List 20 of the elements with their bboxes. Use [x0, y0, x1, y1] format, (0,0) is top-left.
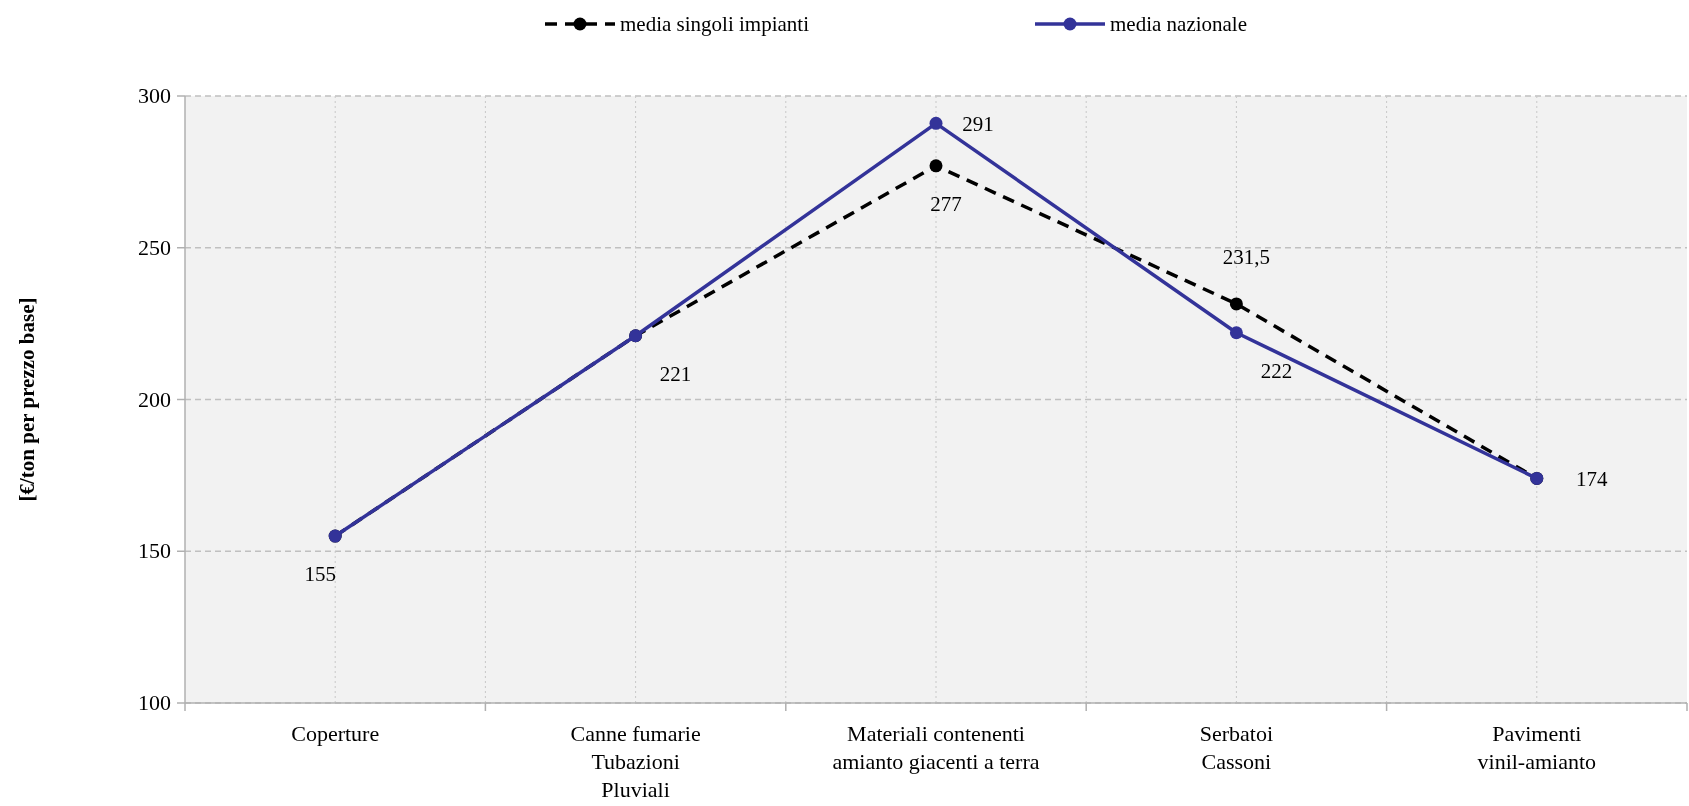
- data-label: 222: [1260, 358, 1293, 383]
- x-tick-label: Canne fumarie Tubazioni Pluviali: [570, 721, 701, 802]
- data-label: 155: [304, 562, 336, 587]
- data-label: 231,5: [1222, 244, 1271, 269]
- x-tick-label: Serbatoi Cassoni: [1199, 721, 1274, 774]
- y-tick-label: 250: [138, 234, 171, 260]
- data-label: 291: [962, 112, 994, 137]
- y-axis-title: [€/ton per prezzo base]: [15, 297, 39, 502]
- x-tick-label: Pavimenti vinil-amianto: [1477, 721, 1597, 774]
- legend-label: media singoli impianti: [620, 12, 810, 36]
- y-tick-label: 100: [138, 690, 171, 715]
- x-tick-label: Coperture: [291, 721, 380, 746]
- legend-label: media nazionale: [1110, 12, 1248, 36]
- x-tick-label: Materiali contenenti amianto giacenti a terra: [832, 721, 1040, 774]
- y-tick-label: 150: [138, 538, 171, 564]
- y-tick-label: 300: [138, 83, 171, 108]
- data-label: 277: [930, 191, 962, 216]
- data-label: 174: [1576, 467, 1609, 492]
- data-label: 221: [659, 361, 692, 386]
- y-tick-label: 200: [138, 386, 171, 412]
